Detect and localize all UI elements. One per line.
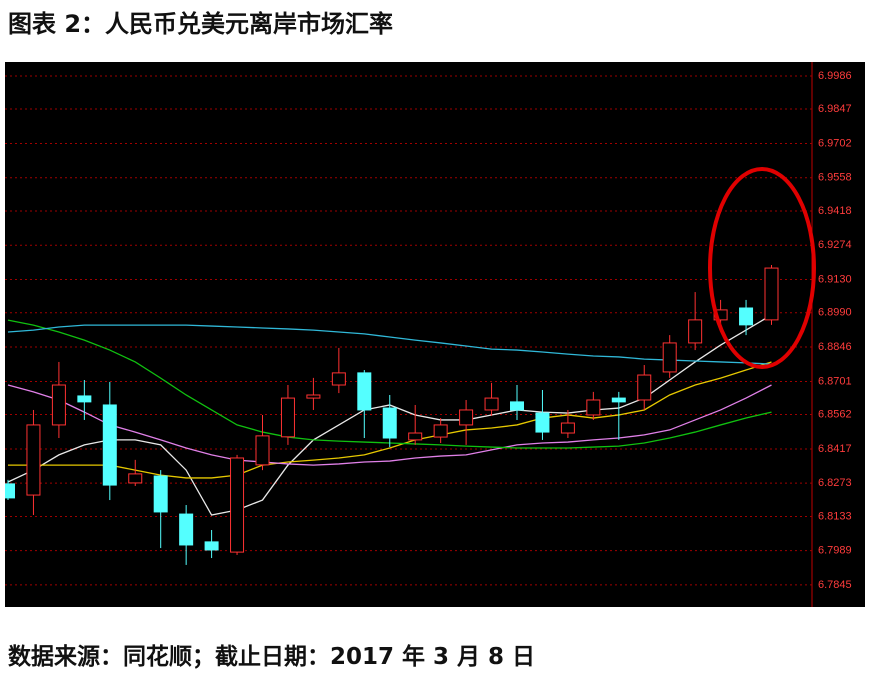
source-note: 数据来源：同花顺；截止日期：2017 年 3 月 8 日: [8, 643, 535, 670]
y-tick-label: 6.9847: [818, 103, 852, 115]
candle-body: [560, 422, 575, 434]
y-tick-label: 6.9418: [818, 205, 852, 217]
y-tick-label: 6.9274: [818, 239, 852, 251]
candle-body: [153, 475, 168, 513]
candle-body: [280, 397, 295, 438]
candle-body: [306, 394, 321, 399]
y-tick-label: 6.8701: [818, 375, 852, 387]
candle-body: [255, 435, 270, 466]
y-tick-label: 6.9558: [818, 172, 852, 184]
y-tick-label: 6.9130: [818, 273, 852, 285]
candle-body: [26, 424, 41, 496]
y-tick-label: 6.9986: [818, 70, 852, 82]
candle-body: [102, 404, 117, 486]
y-tick-label: 6.8273: [818, 477, 852, 489]
highlight-ellipse: [708, 167, 816, 369]
y-tick-label: 6.8417: [818, 443, 852, 455]
candle-body: [611, 397, 626, 403]
candle-body: [510, 401, 524, 411]
candle-body: [764, 267, 779, 321]
y-tick-label: 6.8133: [818, 510, 852, 522]
y-tick-label: 6.8562: [818, 408, 852, 420]
candle-body: [459, 409, 474, 426]
grid: 6.9986 6.9847 6.9702 6.9558 6.9418 6.9274 6.91…: [5, 70, 852, 591]
candle-body: [382, 407, 397, 439]
y-tick-label: 6.8990: [818, 307, 852, 319]
marks: [5, 264, 779, 565]
candle-body: [408, 432, 423, 441]
y-tick-label: 6.7845: [818, 579, 852, 591]
y-tick-label: 6.7989: [818, 545, 852, 557]
candle-body: [688, 319, 703, 344]
candle-body: [739, 307, 754, 326]
candle-body: [662, 342, 677, 373]
candle-body: [433, 424, 448, 438]
candle-body: [51, 384, 66, 426]
candle-body: [586, 399, 601, 416]
candle-body: [637, 374, 652, 401]
candle-body: [77, 395, 92, 403]
candle-body: [128, 473, 143, 484]
candle-body: [357, 372, 372, 411]
y-tick-label: 6.9702: [818, 137, 852, 149]
chart-title: 图表 2：人民币兑美元离岸市场汇率: [8, 10, 393, 38]
candle-body: [204, 541, 219, 551]
candle-body: [331, 372, 346, 386]
ma-line: [7, 384, 772, 466]
candle-body: [535, 412, 550, 433]
ma-line: [7, 324, 772, 365]
candle-body: [484, 397, 499, 411]
candle-body: [179, 513, 194, 546]
candle-body: [5, 483, 15, 499]
candle-body: [230, 457, 245, 553]
y-tick-label: 6.8846: [818, 341, 852, 353]
